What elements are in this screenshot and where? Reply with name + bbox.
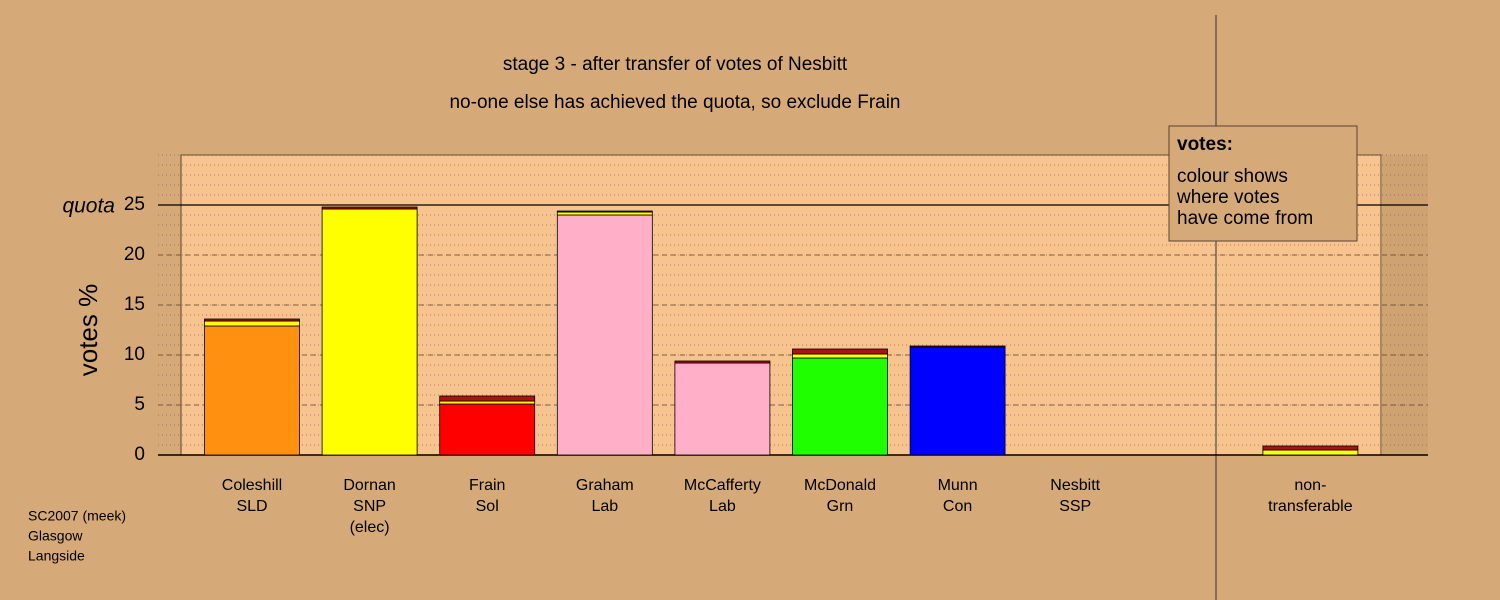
bar-segment (321, 206, 418, 210)
bar-segment (674, 362, 771, 456)
bar-segment (792, 357, 888, 456)
x-tick-label: Con (943, 498, 972, 515)
quota-label: quota (62, 195, 115, 218)
bar-segment (1262, 449, 1359, 456)
x-tick-label: Frain (469, 477, 505, 494)
x-tick-label: Lab (591, 498, 618, 515)
footnote: Glasgow (28, 528, 83, 544)
footnote: SC2007 (meek) (28, 508, 126, 524)
bar-segment (439, 400, 536, 405)
chart-subtitle: no-one else has achieved the quota, so e… (449, 92, 900, 113)
bar-segment (674, 360, 771, 364)
x-tick-label: transferable (1268, 498, 1353, 515)
y-tick-label: 20 (124, 244, 145, 265)
legend-title: votes: (1177, 134, 1233, 155)
x-tick-label: non- (1294, 477, 1326, 494)
x-tick-label: Coleshill (222, 477, 282, 494)
bar-segment (556, 211, 653, 216)
x-tick-label: McCafferty (684, 477, 761, 494)
chart-title: stage 3 - after transfer of votes of Nes… (503, 54, 848, 75)
y-axis-title: votes % (73, 284, 103, 377)
x-tick-label: Lab (709, 498, 736, 515)
legend-text: where votes (1176, 187, 1279, 208)
bar-segment (556, 214, 653, 456)
footnote: Langside (28, 548, 85, 564)
y-tick-label: 15 (124, 294, 145, 315)
bar-segment (204, 325, 300, 456)
bar-segment (909, 346, 1006, 456)
bar-segment (204, 320, 300, 327)
y-tick-label: 0 (134, 444, 145, 465)
legend-text: colour shows (1177, 166, 1288, 187)
bar-segment (909, 345, 1006, 348)
legend: votes: colour shows where votes have com… (1168, 125, 1358, 242)
x-tick-label: Munn (938, 477, 978, 494)
x-tick-label: McDonald (804, 477, 876, 494)
x-tick-label: Sol (476, 498, 499, 515)
y-tick-label: 10 (124, 344, 145, 365)
bar-segment (321, 208, 418, 456)
x-tick-label: SSP (1059, 498, 1091, 515)
bar-segment (792, 353, 888, 359)
bar-segment (439, 395, 536, 402)
legend-text: have come from (1177, 208, 1313, 229)
x-tick-label: SNP (353, 498, 386, 515)
x-tick-label: (elec) (350, 519, 390, 536)
y-tick-label: 5 (134, 394, 145, 415)
bar-segment (556, 210, 653, 213)
x-tick-label: Grn (827, 498, 854, 515)
x-tick-label: Dornan (343, 477, 395, 494)
legend-box (1168, 125, 1358, 242)
x-tick-label: Nesbitt (1050, 477, 1100, 494)
bar-segment (792, 348, 888, 355)
y-tick-label: 25 (124, 194, 145, 215)
bar-segment (439, 403, 536, 456)
x-tick-label: Graham (576, 477, 634, 494)
bar-segment (1262, 445, 1359, 451)
x-tick-label: SLD (236, 498, 267, 515)
bar-segment (204, 318, 300, 322)
